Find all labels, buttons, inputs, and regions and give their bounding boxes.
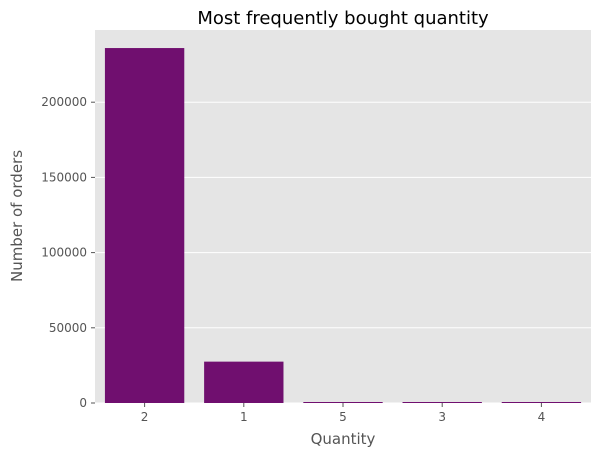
bars	[104, 48, 582, 403]
y-axis-label: Number of orders	[8, 150, 26, 282]
x-tick-label: 1	[240, 410, 248, 424]
x-tick-label: 3	[438, 410, 446, 424]
bar-quantity-2	[104, 48, 185, 403]
y-tick-label: 150000	[41, 170, 87, 184]
bar-quantity-1	[204, 361, 284, 403]
x-axis-label: Quantity	[311, 430, 376, 448]
bar-quantity-5	[303, 402, 383, 403]
x-tick-label: 5	[339, 410, 347, 424]
x-axis-ticks: 2 1 5 3 4	[141, 403, 545, 424]
y-tick-label: 100000	[41, 246, 87, 260]
bar-quantity-3	[402, 402, 482, 403]
y-tick-label: 50000	[49, 321, 87, 335]
y-tick-label: 0	[79, 396, 87, 410]
x-tick-label: 2	[141, 410, 149, 424]
chart-title: Most frequently bought quantity	[197, 8, 489, 29]
bar-quantity-4	[501, 402, 582, 403]
y-axis-ticks: 0 50000 100000 150000 200000	[41, 95, 95, 410]
x-tick-label: 4	[538, 410, 546, 424]
y-tick-label: 200000	[41, 95, 87, 109]
